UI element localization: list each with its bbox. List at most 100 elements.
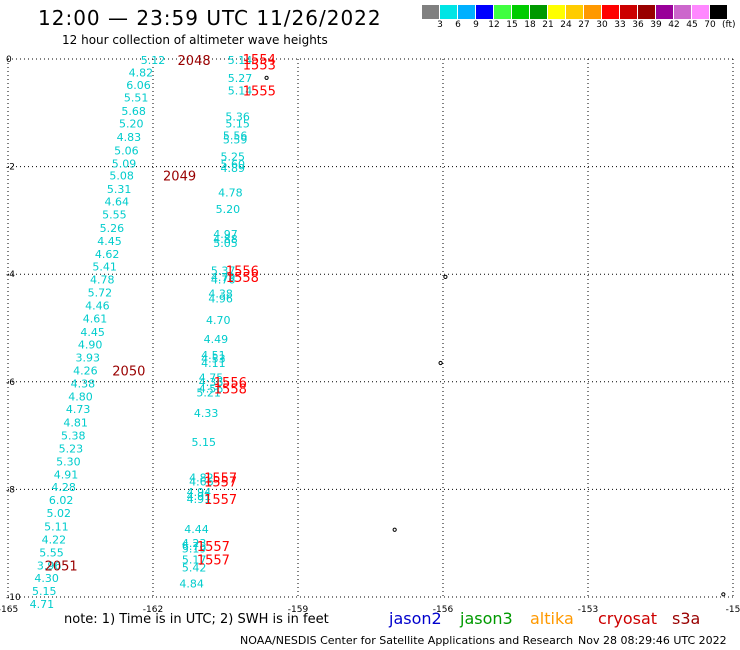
wave-height-label: 3.96 xyxy=(37,559,62,572)
wave-height-label: 4.90 xyxy=(78,339,103,352)
wave-height-label: 4.26 xyxy=(73,365,98,378)
legend-label: 30 xyxy=(596,20,608,30)
legend-unit: (ft) xyxy=(722,20,736,30)
pass-time-label: 1557 xyxy=(197,553,230,568)
wave-height-label: 5.55 xyxy=(102,208,127,221)
wave-height-label: 5.55 xyxy=(39,546,64,559)
legend-label: 3 xyxy=(437,20,443,30)
legend-swatch xyxy=(656,5,673,19)
wave-height-label: 5.09 xyxy=(112,157,137,170)
wave-height-label: 4.79 xyxy=(211,271,236,284)
legend-label: 24 xyxy=(560,20,572,30)
footer-credit: NOAA/NESDIS Center for Satellite Applica… xyxy=(240,634,574,647)
wave-height-label: 4.78 xyxy=(90,274,115,287)
wave-height-label: 5.20 xyxy=(119,118,144,131)
island-marker xyxy=(392,527,397,532)
legend-swatch xyxy=(692,5,709,19)
x-tick-label: -165 xyxy=(0,605,18,615)
wave-height-label: 5.42 xyxy=(182,561,207,574)
legend-swatch xyxy=(548,5,565,19)
island-marker xyxy=(264,75,269,80)
island-marker xyxy=(721,592,726,597)
pass-time-label: 1555 xyxy=(243,85,276,100)
legend-label: 9 xyxy=(473,20,479,30)
wave-height-label: 4.45 xyxy=(97,235,122,248)
wave-height-label: 6.06 xyxy=(126,79,151,92)
wave-height-label: 4.78 xyxy=(218,186,243,199)
wave-height-label: 4.83 xyxy=(117,131,142,144)
wave-height-label: 6.75 xyxy=(182,540,207,553)
wave-height-label: 4.53 xyxy=(201,353,226,366)
wave-height-label: 5.72 xyxy=(88,286,113,299)
wave-height-label: 4.36 xyxy=(199,376,224,389)
pass-time-label: 2048 xyxy=(178,54,211,69)
wave-height-label: 5.05 xyxy=(213,237,238,250)
wave-height-label: 4.45 xyxy=(80,326,105,339)
pass-time-label: 1556 xyxy=(214,376,247,391)
y-tick-label: -10 xyxy=(6,593,21,603)
wave-height-label: 4.97 xyxy=(213,228,238,241)
y-tick-label: -6 xyxy=(6,378,15,388)
legend-label: 36 xyxy=(632,20,644,30)
wave-height-label: 4.33 xyxy=(194,407,219,420)
wave-height-label: 4.80 xyxy=(68,390,93,403)
wave-height-label: 4.62 xyxy=(95,248,120,261)
legend-label: 6 xyxy=(455,20,461,30)
wave-height-label: 4.91 xyxy=(187,490,212,503)
legend-swatch xyxy=(422,5,439,19)
wave-height-label: 5.14 xyxy=(228,85,253,98)
pass-time-label: 1557 xyxy=(204,475,237,490)
legend-swatch xyxy=(584,5,601,19)
y-tick-label: -2 xyxy=(6,163,15,173)
page-subtitle: 12 hour collection of altimeter wave hei… xyxy=(62,33,328,47)
legend-swatch xyxy=(530,5,547,19)
wave-height-label: 5.27 xyxy=(228,72,253,85)
legend-swatch xyxy=(638,5,655,19)
wave-height-label: 3.93 xyxy=(76,352,101,365)
y-tick-label: -4 xyxy=(6,270,15,280)
legend-label: 27 xyxy=(578,20,590,30)
wave-height-label: 4.30 xyxy=(34,572,59,585)
y-tick-label: 0 xyxy=(6,55,12,65)
pass-time-label: 2050 xyxy=(112,365,145,380)
wave-height-label: 5.31 xyxy=(107,183,132,196)
wave-height-label: 4.49 xyxy=(204,333,229,346)
wave-height-label: 5.38 xyxy=(61,430,86,443)
wave-height-label: 4.46 xyxy=(85,299,110,312)
pass-time-label: 1558 xyxy=(214,382,247,397)
wave-height-label: 5.25 xyxy=(221,150,246,163)
page-title: 12:00 — 23:59 UTC 11/26/2022 xyxy=(38,6,382,30)
wave-height-label: 4.94 xyxy=(187,486,212,499)
wave-height-label: 4.64 xyxy=(105,196,130,209)
wave-height-label: 5.08 xyxy=(109,170,134,183)
wave-height-label: 5.30 xyxy=(56,455,81,468)
satellite-cryosat: cryosat xyxy=(598,609,658,628)
wave-height-label: 4.91 xyxy=(54,468,79,481)
wave-height-label: 4.88 xyxy=(213,233,238,246)
wave-height-label: 4.89 xyxy=(221,162,246,175)
legend-swatch xyxy=(620,5,637,19)
wave-height-label: 5.20 xyxy=(216,203,241,216)
wave-height-label: 5.60 xyxy=(221,158,246,171)
legend-swatch xyxy=(602,5,619,19)
footer-note: note: 1) Time is in UTC; 2) SWH is in fe… xyxy=(64,612,329,627)
legend-label: 45 xyxy=(686,20,698,30)
legend-label: 18 xyxy=(524,20,536,30)
wave-height-label: 5.56 xyxy=(223,129,248,142)
wave-height-label: 5.06 xyxy=(114,144,139,157)
wave-height-label: 5.15 xyxy=(32,585,57,598)
legend-label: 42 xyxy=(668,20,680,30)
satellite-altika: altika xyxy=(530,609,574,628)
wave-height-label: 5.12 xyxy=(141,54,166,67)
wave-height-label: 4.61 xyxy=(83,312,108,325)
legend-label: 39 xyxy=(650,20,662,30)
satellite-s3a: s3a xyxy=(672,609,701,628)
legend-label: 70 xyxy=(704,20,716,30)
wave-height-label: 4.84 xyxy=(179,578,204,591)
satellite-jason3: jason3 xyxy=(460,609,513,628)
wave-height-label: 4.82 xyxy=(189,472,214,485)
legend-swatch xyxy=(566,5,583,19)
pass-time-label: 1557 xyxy=(204,472,237,487)
wave-height-label: 5.41 xyxy=(92,261,117,274)
